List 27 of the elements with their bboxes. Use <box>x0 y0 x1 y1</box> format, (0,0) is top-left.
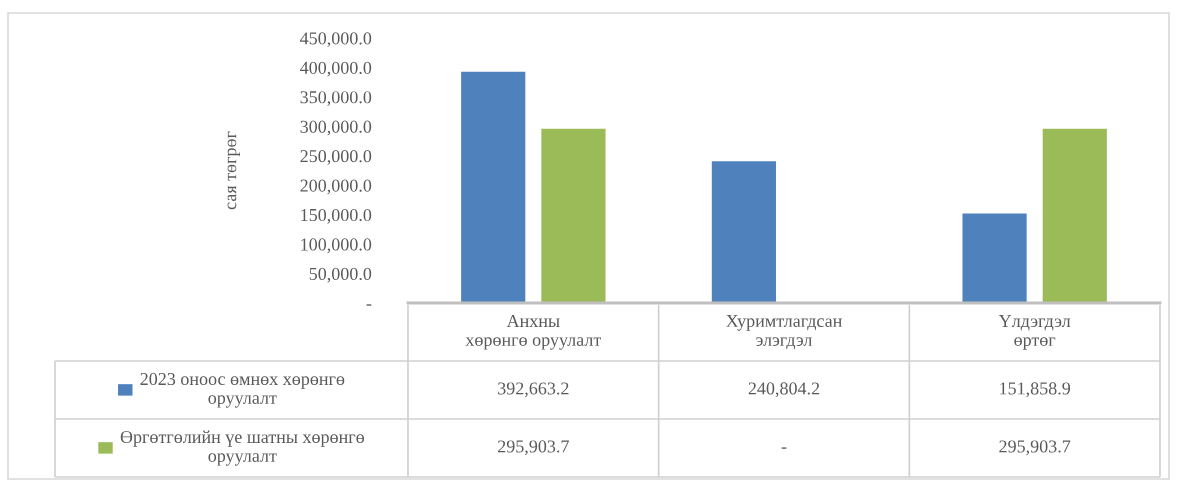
y-tick-label: 400,000.0 <box>300 61 372 77</box>
bar <box>461 71 526 303</box>
bar <box>711 161 776 303</box>
y-tick-label: 200,000.0 <box>300 179 372 195</box>
legend-label: Өргөтгөлийн үе шатны хөрөнгө оруулалт <box>120 430 365 466</box>
y-tick-label: - <box>366 304 372 306</box>
y-tick-label: 350,000.0 <box>300 91 372 106</box>
y-tick-label: 250,000.0 <box>300 150 372 165</box>
bar <box>962 213 1027 303</box>
x-tick-label: Үлдэгдэл өртөг <box>998 315 1071 350</box>
legend-label: 2023 оноос өмнөх хөрөнгө оруулалт <box>140 372 345 408</box>
y-tick-label: 150,000.0 <box>301 208 372 224</box>
y-tick-label: 450,000.0 <box>300 32 372 48</box>
data-label: 151,858.9 <box>1000 382 1071 398</box>
bar <box>541 128 606 303</box>
y-tick-label: 100,000.0 <box>301 238 372 254</box>
data-label: 240,804.2 <box>748 382 820 398</box>
y-axis-title: сая төгрөг <box>227 131 240 210</box>
x-tick-label: Анхны хөрөнгө оруулалт <box>465 314 602 350</box>
bar <box>1042 128 1107 303</box>
data-label: 295,903.7 <box>999 440 1071 456</box>
data-label: 295,903.7 <box>498 440 569 456</box>
text: - <box>781 447 787 449</box>
y-tick-label: 300,000.0 <box>300 120 372 136</box>
data-label: 392,663.2 <box>498 382 569 398</box>
x-tick-label: Хуримтлагдсан элэгдэл <box>726 315 842 350</box>
y-tick-label: 50,000.0 <box>309 267 372 283</box>
